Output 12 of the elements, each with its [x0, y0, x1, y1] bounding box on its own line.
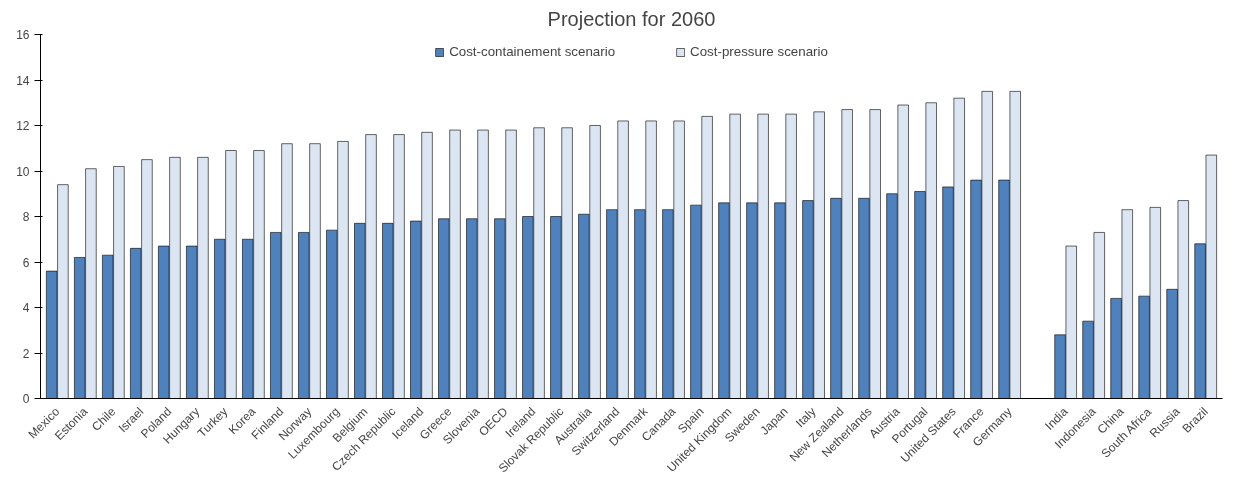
y-tick-label: 14	[16, 73, 30, 88]
y-tick-label: 4	[22, 301, 30, 315]
y-tick-label: 12	[16, 119, 30, 133]
y-tick-label: 6	[22, 255, 30, 270]
chart-title: Projection for 2060	[547, 7, 716, 30]
y-tick-label: 10	[16, 164, 30, 179]
y-tick-label: 0	[22, 392, 30, 406]
legend-label: Cost-pressure scenario	[690, 44, 828, 59]
y-tick-label: 8	[22, 210, 30, 224]
legend-label: Cost-containement scenario	[449, 44, 616, 59]
y-tick-label: 2	[22, 346, 30, 361]
y-tick-label: 16	[16, 28, 30, 42]
